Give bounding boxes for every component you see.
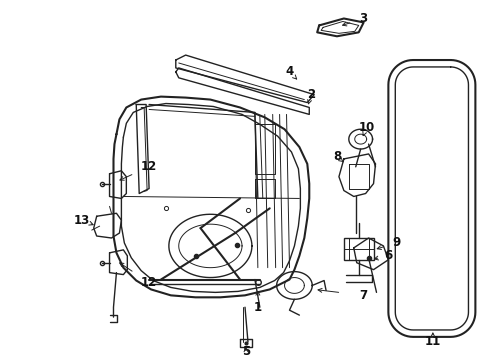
- Text: 11: 11: [425, 335, 441, 348]
- Text: 8: 8: [333, 150, 341, 163]
- Text: 4: 4: [285, 66, 294, 78]
- Text: 12: 12: [141, 160, 157, 173]
- Text: 12: 12: [141, 276, 157, 289]
- Text: 3: 3: [360, 12, 368, 25]
- Text: 2: 2: [307, 88, 315, 101]
- Text: 13: 13: [74, 214, 90, 227]
- Text: 5: 5: [242, 345, 250, 358]
- Text: 7: 7: [360, 289, 368, 302]
- Bar: [344, 238, 373, 260]
- Text: 9: 9: [392, 237, 400, 249]
- Text: 10: 10: [359, 121, 375, 134]
- Text: 6: 6: [384, 249, 392, 262]
- Text: 1: 1: [254, 301, 262, 314]
